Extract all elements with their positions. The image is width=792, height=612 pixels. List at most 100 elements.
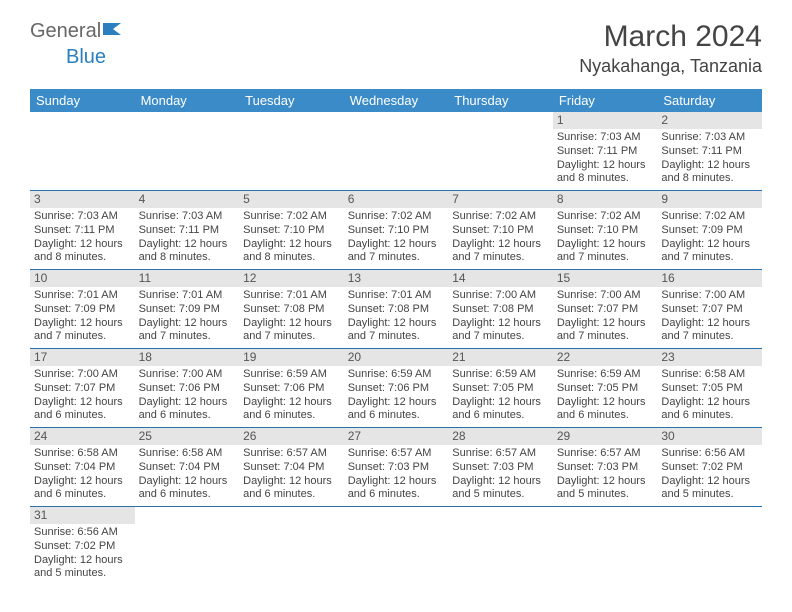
day-details: Sunrise: 7:01 AMSunset: 7:08 PMDaylight:… (344, 287, 449, 348)
sunset-line: Sunset: 7:03 PM (452, 461, 549, 475)
day-details: Sunrise: 7:02 AMSunset: 7:10 PMDaylight:… (239, 208, 344, 269)
daylight-line: Daylight: 12 hours and 8 minutes. (661, 159, 758, 187)
calendar-cell: 26Sunrise: 6:57 AMSunset: 7:04 PMDayligh… (239, 428, 344, 507)
calendar-cell: 16Sunrise: 7:00 AMSunset: 7:07 PMDayligh… (657, 270, 762, 349)
sunset-line: Sunset: 7:11 PM (661, 145, 758, 159)
daylight-line: Daylight: 12 hours and 6 minutes. (34, 475, 131, 503)
day-number: 3 (30, 191, 135, 208)
day-number: 16 (657, 270, 762, 287)
daylight-line: Daylight: 12 hours and 6 minutes. (557, 396, 654, 424)
sunrise-line: Sunrise: 6:58 AM (34, 447, 131, 461)
day-number: 28 (448, 428, 553, 445)
day-number: 18 (135, 349, 240, 366)
day-number: 20 (344, 349, 449, 366)
weekday-header: Tuesday (239, 89, 344, 112)
day-details: Sunrise: 6:58 AMSunset: 7:04 PMDaylight:… (135, 445, 240, 506)
calendar-row: 1Sunrise: 7:03 AMSunset: 7:11 PMDaylight… (30, 112, 762, 191)
calendar-cell: 7Sunrise: 7:02 AMSunset: 7:10 PMDaylight… (448, 191, 553, 270)
month-title: March 2024 (579, 20, 762, 54)
sunrise-line: Sunrise: 6:59 AM (243, 368, 340, 382)
daylight-line: Daylight: 12 hours and 7 minutes. (243, 317, 340, 345)
calendar-cell: 18Sunrise: 7:00 AMSunset: 7:06 PMDayligh… (135, 349, 240, 428)
day-details: Sunrise: 6:57 AMSunset: 7:03 PMDaylight:… (344, 445, 449, 506)
sunrise-line: Sunrise: 7:03 AM (34, 210, 131, 224)
day-details: Sunrise: 6:59 AMSunset: 7:05 PMDaylight:… (448, 366, 553, 427)
sunrise-line: Sunrise: 7:01 AM (243, 289, 340, 303)
sunset-line: Sunset: 7:05 PM (452, 382, 549, 396)
sunset-line: Sunset: 7:09 PM (661, 224, 758, 238)
sunrise-line: Sunrise: 7:03 AM (557, 131, 654, 145)
day-details: Sunrise: 7:02 AMSunset: 7:09 PMDaylight:… (657, 208, 762, 269)
calendar-cell: 4Sunrise: 7:03 AMSunset: 7:11 PMDaylight… (135, 191, 240, 270)
daylight-line: Daylight: 12 hours and 8 minutes. (139, 238, 236, 266)
day-number: 23 (657, 349, 762, 366)
day-details: Sunrise: 6:57 AMSunset: 7:03 PMDaylight:… (553, 445, 658, 506)
sunrise-line: Sunrise: 7:00 AM (557, 289, 654, 303)
calendar-cell: 2Sunrise: 7:03 AMSunset: 7:11 PMDaylight… (657, 112, 762, 191)
calendar-table: Sunday Monday Tuesday Wednesday Thursday… (30, 89, 762, 585)
sunset-line: Sunset: 7:03 PM (557, 461, 654, 475)
daylight-line: Daylight: 12 hours and 7 minutes. (452, 317, 549, 345)
day-number: 25 (135, 428, 240, 445)
day-number: 4 (135, 191, 240, 208)
day-details: Sunrise: 7:00 AMSunset: 7:07 PMDaylight:… (553, 287, 658, 348)
day-number: 17 (30, 349, 135, 366)
sunrise-line: Sunrise: 7:02 AM (452, 210, 549, 224)
calendar-row: 10Sunrise: 7:01 AMSunset: 7:09 PMDayligh… (30, 270, 762, 349)
day-number: 1 (553, 112, 658, 129)
calendar-cell: 29Sunrise: 6:57 AMSunset: 7:03 PMDayligh… (553, 428, 658, 507)
sunrise-line: Sunrise: 6:59 AM (452, 368, 549, 382)
weekday-header: Saturday (657, 89, 762, 112)
daylight-line: Daylight: 12 hours and 7 minutes. (661, 238, 758, 266)
day-details: Sunrise: 6:58 AMSunset: 7:05 PMDaylight:… (657, 366, 762, 427)
sunrise-line: Sunrise: 7:02 AM (348, 210, 445, 224)
calendar-cell (239, 507, 344, 586)
day-number: 12 (239, 270, 344, 287)
daylight-line: Daylight: 12 hours and 6 minutes. (139, 396, 236, 424)
sunset-line: Sunset: 7:05 PM (557, 382, 654, 396)
calendar-cell: 24Sunrise: 6:58 AMSunset: 7:04 PMDayligh… (30, 428, 135, 507)
day-details: Sunrise: 6:59 AMSunset: 7:06 PMDaylight:… (344, 366, 449, 427)
sunrise-line: Sunrise: 7:00 AM (34, 368, 131, 382)
calendar-cell: 28Sunrise: 6:57 AMSunset: 7:03 PMDayligh… (448, 428, 553, 507)
calendar-cell: 17Sunrise: 7:00 AMSunset: 7:07 PMDayligh… (30, 349, 135, 428)
day-number: 7 (448, 191, 553, 208)
calendar-cell: 30Sunrise: 6:56 AMSunset: 7:02 PMDayligh… (657, 428, 762, 507)
day-details: Sunrise: 7:02 AMSunset: 7:10 PMDaylight:… (448, 208, 553, 269)
calendar-cell: 15Sunrise: 7:00 AMSunset: 7:07 PMDayligh… (553, 270, 658, 349)
calendar-cell (657, 507, 762, 586)
calendar-cell: 10Sunrise: 7:01 AMSunset: 7:09 PMDayligh… (30, 270, 135, 349)
day-number: 26 (239, 428, 344, 445)
sunset-line: Sunset: 7:07 PM (557, 303, 654, 317)
day-number: 11 (135, 270, 240, 287)
calendar-cell: 31Sunrise: 6:56 AMSunset: 7:02 PMDayligh… (30, 507, 135, 586)
day-number: 10 (30, 270, 135, 287)
day-number: 22 (553, 349, 658, 366)
sunrise-line: Sunrise: 6:57 AM (557, 447, 654, 461)
day-number: 9 (657, 191, 762, 208)
day-number: 13 (344, 270, 449, 287)
sunrise-line: Sunrise: 6:57 AM (348, 447, 445, 461)
sunrise-line: Sunrise: 7:03 AM (661, 131, 758, 145)
calendar-cell: 14Sunrise: 7:00 AMSunset: 7:08 PMDayligh… (448, 270, 553, 349)
sunset-line: Sunset: 7:06 PM (139, 382, 236, 396)
calendar-cell (553, 507, 658, 586)
day-details: Sunrise: 6:59 AMSunset: 7:06 PMDaylight:… (239, 366, 344, 427)
sunset-line: Sunset: 7:10 PM (557, 224, 654, 238)
sunset-line: Sunset: 7:07 PM (661, 303, 758, 317)
sunset-line: Sunset: 7:02 PM (34, 540, 131, 554)
day-number: 24 (30, 428, 135, 445)
sunrise-line: Sunrise: 6:58 AM (661, 368, 758, 382)
day-details: Sunrise: 6:56 AMSunset: 7:02 PMDaylight:… (30, 524, 135, 585)
day-details: Sunrise: 6:58 AMSunset: 7:04 PMDaylight:… (30, 445, 135, 506)
logo-text-2: Blue (66, 46, 106, 69)
weekday-header: Sunday (30, 89, 135, 112)
calendar-cell: 12Sunrise: 7:01 AMSunset: 7:08 PMDayligh… (239, 270, 344, 349)
daylight-line: Daylight: 12 hours and 6 minutes. (34, 396, 131, 424)
day-details: Sunrise: 7:01 AMSunset: 7:08 PMDaylight:… (239, 287, 344, 348)
day-number: 15 (553, 270, 658, 287)
calendar-cell (30, 112, 135, 191)
day-details: Sunrise: 7:00 AMSunset: 7:07 PMDaylight:… (657, 287, 762, 348)
sunrise-line: Sunrise: 7:03 AM (139, 210, 236, 224)
sunset-line: Sunset: 7:08 PM (452, 303, 549, 317)
